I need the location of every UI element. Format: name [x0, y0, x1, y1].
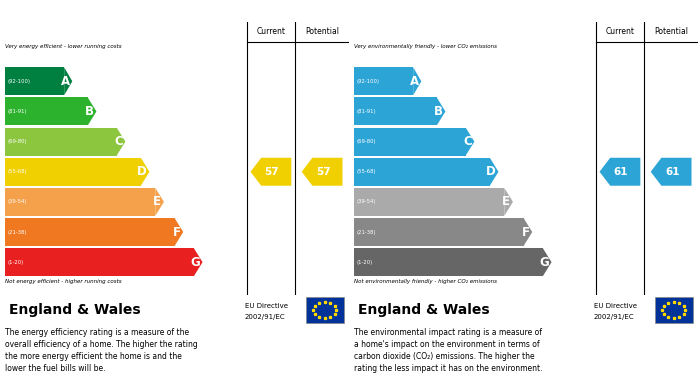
Text: D: D [137, 165, 147, 178]
Text: F: F [173, 226, 181, 239]
Text: E: E [153, 196, 161, 208]
Text: 2002/91/EC: 2002/91/EC [245, 314, 286, 321]
Text: (55-68): (55-68) [356, 169, 376, 174]
Bar [5, 218, 174, 246]
Text: Very energy efficient - lower running costs: Very energy efficient - lower running co… [6, 45, 122, 49]
Polygon shape [504, 188, 513, 216]
Polygon shape [302, 158, 342, 186]
Bar [5, 188, 155, 216]
Bar [354, 67, 413, 95]
Polygon shape [155, 188, 164, 216]
Polygon shape [490, 158, 498, 186]
Text: (81-91): (81-91) [356, 109, 376, 114]
Bar [354, 218, 524, 246]
Text: England & Wales: England & Wales [9, 303, 141, 317]
Text: (21-38): (21-38) [356, 230, 376, 235]
Text: (92-100): (92-100) [8, 79, 31, 84]
Text: A: A [61, 75, 70, 88]
Text: Current: Current [606, 27, 634, 36]
Text: (81-91): (81-91) [8, 109, 27, 114]
Text: Energy Efficiency Rating: Energy Efficiency Rating [7, 6, 151, 16]
Text: (1-20): (1-20) [356, 260, 373, 265]
Text: (55-68): (55-68) [8, 169, 27, 174]
Text: The environmental impact rating is a measure of
a home's impact on the environme: The environmental impact rating is a mea… [354, 328, 543, 373]
Polygon shape [64, 67, 72, 95]
Bar [354, 248, 543, 276]
Text: B: B [434, 105, 443, 118]
Text: 57: 57 [316, 167, 330, 177]
Text: EU Directive: EU Directive [594, 303, 637, 308]
Polygon shape [437, 97, 445, 126]
Text: A: A [410, 75, 419, 88]
Bar [5, 97, 88, 126]
Polygon shape [117, 127, 125, 156]
Text: B: B [85, 105, 94, 118]
Text: Not environmentally friendly - higher CO₂ emissions: Not environmentally friendly - higher CO… [354, 279, 498, 283]
Polygon shape [651, 158, 692, 186]
Text: Potential: Potential [305, 27, 339, 36]
Text: (1-20): (1-20) [8, 260, 24, 265]
Text: Potential: Potential [654, 27, 688, 36]
Polygon shape [174, 218, 183, 246]
Text: G: G [190, 256, 200, 269]
Text: F: F [522, 226, 530, 239]
Text: 61: 61 [614, 167, 628, 177]
Text: (21-38): (21-38) [8, 230, 27, 235]
Text: E: E [503, 196, 510, 208]
Text: (39-54): (39-54) [8, 199, 27, 204]
Text: EU Directive: EU Directive [245, 303, 288, 308]
Polygon shape [251, 158, 291, 186]
Text: (92-100): (92-100) [356, 79, 379, 84]
Text: G: G [539, 256, 549, 269]
Text: C: C [114, 135, 122, 148]
FancyBboxPatch shape [306, 298, 344, 323]
Text: Current: Current [256, 27, 286, 36]
Polygon shape [413, 67, 421, 95]
Text: D: D [486, 165, 496, 178]
Text: Not energy efficient - higher running costs: Not energy efficient - higher running co… [6, 279, 122, 283]
Bar [354, 188, 504, 216]
Bar [354, 158, 490, 186]
Text: Environmental Impact (CO₂) Rating: Environmental Impact (CO₂) Rating [356, 6, 563, 16]
Text: Very environmentally friendly - lower CO₂ emissions: Very environmentally friendly - lower CO… [354, 45, 498, 49]
Polygon shape [543, 248, 552, 276]
Text: 2002/91/EC: 2002/91/EC [594, 314, 634, 321]
Polygon shape [524, 218, 532, 246]
Bar [5, 248, 194, 276]
Bar [5, 67, 64, 95]
Bar [5, 158, 141, 186]
Text: C: C [463, 135, 472, 148]
Text: (69-80): (69-80) [356, 139, 376, 144]
Polygon shape [194, 248, 202, 276]
Text: 57: 57 [265, 167, 279, 177]
Polygon shape [466, 127, 475, 156]
Text: 61: 61 [665, 167, 680, 177]
Bar [354, 97, 437, 126]
Polygon shape [599, 158, 640, 186]
Bar [354, 127, 466, 156]
Text: (69-80): (69-80) [8, 139, 27, 144]
Text: England & Wales: England & Wales [358, 303, 489, 317]
FancyBboxPatch shape [654, 298, 693, 323]
Polygon shape [88, 97, 97, 126]
Text: The energy efficiency rating is a measure of the
overall efficiency of a home. T: The energy efficiency rating is a measur… [6, 328, 198, 373]
Bar [5, 127, 117, 156]
Polygon shape [141, 158, 150, 186]
Text: (39-54): (39-54) [356, 199, 376, 204]
